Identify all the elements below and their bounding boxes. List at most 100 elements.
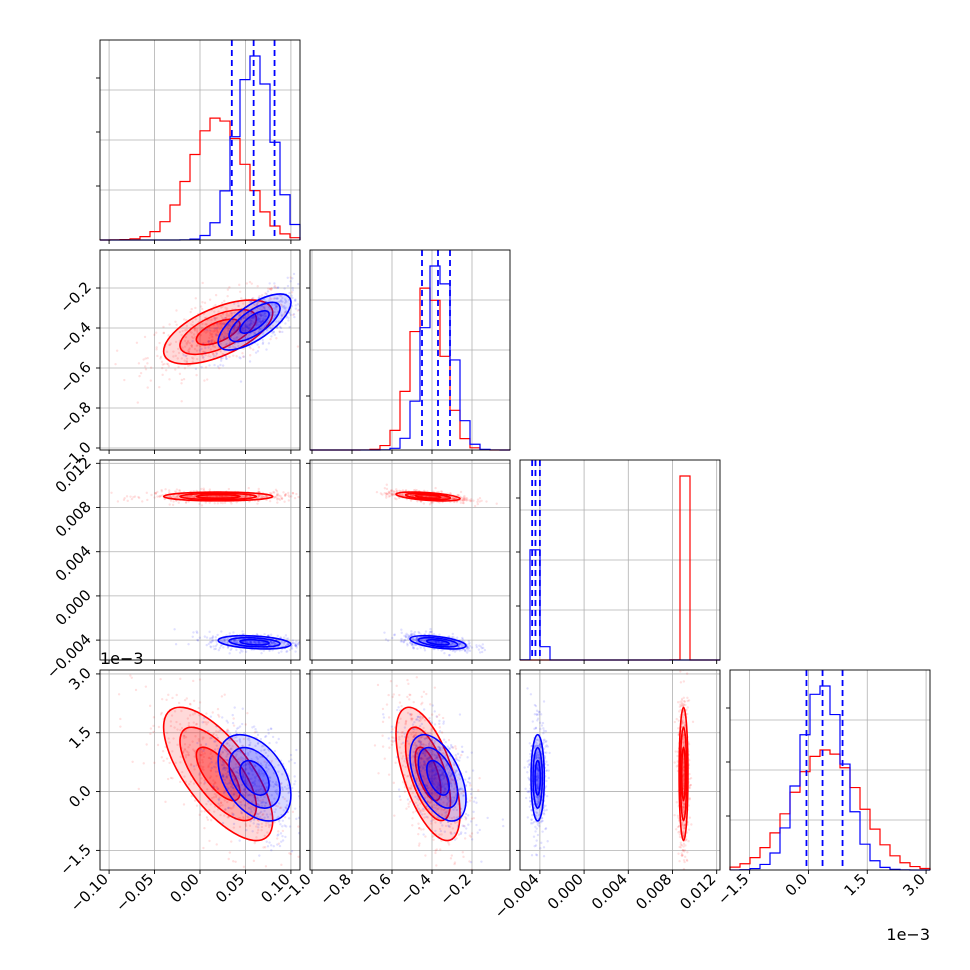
- scatter-point: [221, 750, 225, 754]
- scatter-point: [306, 646, 308, 648]
- scatter-point: [274, 643, 277, 646]
- scatter-point: [427, 781, 430, 785]
- scatter-point: [438, 640, 441, 644]
- scatter-point: [286, 276, 289, 280]
- scatter-point: [203, 826, 206, 830]
- scatter-point: [384, 638, 388, 641]
- scatter-point: [429, 777, 432, 780]
- scatter-point: [209, 715, 213, 718]
- scatter-point: [397, 721, 400, 724]
- scatter-point: [245, 282, 249, 285]
- scatter-point: [248, 794, 251, 797]
- scatter-point: [217, 798, 221, 802]
- scatter-point: [249, 794, 253, 797]
- scatter-point: [242, 316, 245, 319]
- scatter-point: [225, 775, 228, 778]
- scatter-point: [282, 641, 286, 644]
- scatter-point: [275, 780, 278, 784]
- scatter-point: [261, 642, 265, 645]
- scatter-point: [472, 499, 475, 502]
- scatter-point: [422, 639, 425, 642]
- scatter-point: [260, 749, 263, 752]
- scatter-point: [265, 813, 269, 816]
- scatter-point: [173, 628, 176, 631]
- scatter-point: [248, 743, 251, 747]
- scatter-point: [214, 740, 217, 743]
- scatter-point: [330, 923, 332, 925]
- scatter-point: [174, 354, 177, 357]
- scatter-point: [420, 718, 423, 721]
- scatter-point: [412, 638, 415, 642]
- scatter-point: [251, 726, 254, 729]
- scatter-point: [476, 498, 480, 501]
- scatter-point: [268, 649, 271, 653]
- scatter-point: [469, 835, 473, 838]
- scatter-point: [304, 306, 306, 308]
- scatter-point: [212, 782, 216, 786]
- scatter-point: [267, 825, 271, 829]
- scatter-point: [223, 778, 227, 781]
- scatter-point: [429, 728, 433, 731]
- scatter-point: [226, 721, 230, 724]
- scatter-point: [406, 756, 410, 760]
- scatter-point: [209, 645, 212, 648]
- scatter-point: [240, 812, 243, 815]
- scatter-point: [459, 490, 463, 494]
- scatter-point: [411, 644, 414, 647]
- scatter-point: [265, 761, 269, 765]
- scatter-point: [288, 791, 291, 794]
- scatter-point: [241, 351, 244, 355]
- scatter-point: [238, 749, 242, 753]
- scatter-point: [385, 496, 388, 499]
- scatter-point: [385, 483, 389, 486]
- scatter-point: [272, 643, 276, 646]
- scatter-point: [160, 488, 163, 492]
- scatter-point: [290, 495, 293, 498]
- scatter-point: [387, 490, 391, 494]
- scatter-point: [407, 762, 410, 765]
- scatter-point: [273, 495, 277, 499]
- scatter-point: [462, 497, 465, 501]
- scatter-point: [280, 300, 283, 303]
- scatter-point: [189, 310, 192, 314]
- scatter-point: [155, 331, 158, 334]
- scatter-point: [241, 744, 245, 747]
- scatter-point: [259, 314, 262, 318]
- scatter-point: [243, 780, 247, 783]
- scatter-point: [154, 491, 158, 495]
- scatter-point: [214, 303, 217, 307]
- scatter-point: [271, 641, 274, 645]
- scatter-point: [274, 790, 277, 793]
- scatter-point: [272, 641, 276, 644]
- scatter-point: [187, 364, 190, 368]
- scatter-point: [257, 812, 260, 816]
- scatter-point: [252, 780, 255, 784]
- scatter-point: [248, 763, 251, 766]
- scatter-point: [187, 754, 191, 757]
- scatter-point: [398, 735, 401, 739]
- scatter-point: [259, 328, 262, 331]
- scatter-point: [443, 775, 447, 779]
- scatter-point: [241, 749, 245, 752]
- scatter-point: [436, 782, 439, 786]
- scatter-point: [173, 710, 177, 713]
- scatter-point: [255, 751, 258, 755]
- scatter-point: [447, 654, 451, 657]
- scatter-point: [198, 713, 201, 717]
- scatter-point: [422, 743, 425, 746]
- scatter-point: [404, 757, 407, 761]
- scatter-point: [276, 286, 279, 290]
- scatter-point: [283, 307, 287, 310]
- scatter-point: [178, 780, 182, 784]
- x-tick-label: 3.0: [899, 870, 929, 900]
- scatter-point: [215, 333, 218, 337]
- scatter-point: [222, 766, 225, 770]
- scatter-point: [230, 647, 233, 650]
- scatter-point: [161, 363, 165, 366]
- scatter-point: [231, 318, 235, 322]
- scatter-point: [185, 328, 188, 331]
- scatter-point: [199, 305, 203, 308]
- scatter-point: [269, 643, 272, 646]
- scatter-point: [203, 810, 206, 813]
- scatter-point: [271, 324, 275, 327]
